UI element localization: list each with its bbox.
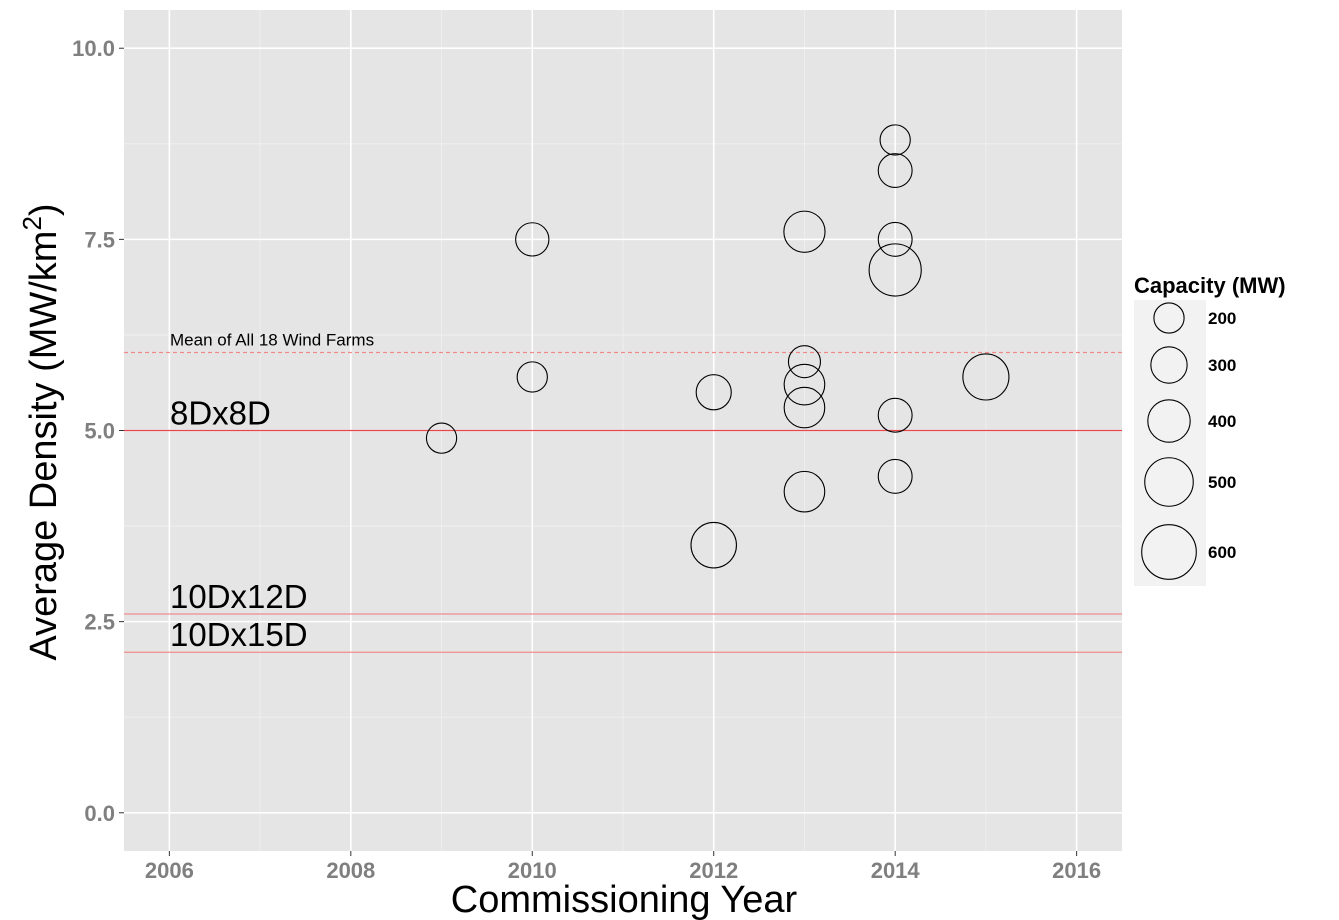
legend-title: Capacity (MW) <box>1134 273 1286 298</box>
legend: Capacity (MW) 200 300 400 500 600 <box>1134 273 1286 586</box>
x-tick-label: 2014 <box>871 858 921 883</box>
x-tick-label: 2010 <box>508 858 557 883</box>
legend-label: 500 <box>1208 473 1236 492</box>
data-point-bubble <box>783 210 826 253</box>
legend-key-bubble <box>1141 524 1197 580</box>
data-points <box>425 124 1010 569</box>
data-point-bubble <box>868 243 922 297</box>
data-point-bubble <box>695 374 732 411</box>
data-point-bubble <box>877 221 913 257</box>
data-point-bubble <box>783 363 826 406</box>
legend-label: 200 <box>1208 309 1236 328</box>
data-point-bubble <box>877 458 913 494</box>
reference-line-label: Mean of All 18 Wind Farms <box>170 331 374 350</box>
data-point-bubble <box>879 124 911 156</box>
y-tick-label: 5.0 <box>84 419 115 444</box>
x-tick-label: 2016 <box>1052 858 1101 883</box>
legend-label: 600 <box>1208 543 1236 562</box>
data-point-bubble <box>877 153 913 189</box>
legend-key-bubble <box>1153 302 1185 334</box>
data-point-bubble <box>783 470 826 513</box>
legend-key-bubble <box>1150 346 1188 384</box>
reference-line-label: 10Dx12D <box>170 578 308 615</box>
y-axis-title-main: Average Density (MW/km <box>23 231 65 661</box>
y-tick-label: 10.0 <box>72 36 115 61</box>
y-axis-title-suffix: ) <box>23 203 65 216</box>
reference-lines: Mean of All 18 Wind Farms 8Dx8D 10Dx12D10D… <box>124 331 1122 653</box>
y-tick-label: 7.5 <box>84 227 115 252</box>
y-axis-title-superscript: 2 <box>17 216 47 230</box>
y-axis-ticks: 0.0 2.5 5.0 7.5 10.0 <box>72 36 124 826</box>
reference-line-label: 8Dx8D <box>170 395 271 432</box>
legend-entries: 200 300 400 500 600 <box>1141 302 1236 580</box>
data-point-bubble <box>877 397 913 433</box>
x-tick-label: 2012 <box>689 858 738 883</box>
x-tick-label: 2006 <box>145 858 194 883</box>
legend-key-bubble <box>1144 457 1194 507</box>
data-point-bubble <box>787 345 822 379</box>
legend-label: 300 <box>1208 356 1236 375</box>
data-point-bubble <box>962 353 1010 401</box>
data-point-bubble <box>690 521 738 569</box>
y-tick-label: 2.5 <box>84 610 115 635</box>
y-tick-label: 0.0 <box>84 801 115 826</box>
legend-label: 400 <box>1208 412 1236 431</box>
legend-key-bubble <box>1147 399 1191 443</box>
y-axis-title: Average Density (MW/km2) <box>17 203 65 660</box>
x-axis-ticks: 2006 2008 2010 2012 2014 2016 <box>145 851 1101 883</box>
reference-line-label: 10Dx15D <box>170 616 308 653</box>
data-point-bubble <box>515 222 550 257</box>
legend-key-background <box>1134 300 1206 586</box>
data-point-bubble <box>425 422 458 454</box>
data-point-bubble <box>516 361 548 393</box>
x-axis-title: Commissioning Year <box>451 879 798 920</box>
x-tick-label: 2008 <box>326 858 375 883</box>
data-point-bubble <box>783 386 826 429</box>
